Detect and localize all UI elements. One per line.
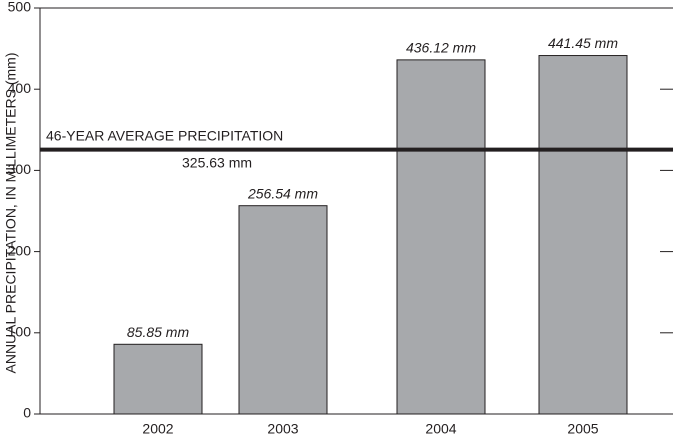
x-tick-label: 2004 xyxy=(425,421,456,437)
value-label: 256.54 mm xyxy=(247,185,318,201)
y-tick-label: 0 xyxy=(23,405,31,421)
y-tick-label: 500 xyxy=(8,0,32,15)
value-label: 441.45 mm xyxy=(548,35,618,51)
bar xyxy=(396,59,486,415)
value-label: 85.85 mm xyxy=(127,324,190,340)
y-axis-label: ANNUAL PRECIPITATION, IN MILLIMETERS (mm… xyxy=(3,53,19,374)
value-label: 436.12 mm xyxy=(406,40,476,56)
x-tick-label: 2005 xyxy=(567,421,598,437)
bar xyxy=(238,205,328,415)
reference-value-label: 325.63 mm xyxy=(182,154,252,170)
x-tick-label: 2002 xyxy=(142,421,173,437)
y-tick-label: 300 xyxy=(8,161,32,177)
bar xyxy=(113,343,203,415)
x-tick-label: 2003 xyxy=(267,421,298,437)
bar xyxy=(538,55,628,415)
y-tick-label: 400 xyxy=(8,80,32,96)
reference-label: 46-YEAR AVERAGE PRECIPITATION xyxy=(46,127,283,143)
y-tick-label: 200 xyxy=(8,242,32,258)
y-tick-label: 100 xyxy=(8,324,32,340)
